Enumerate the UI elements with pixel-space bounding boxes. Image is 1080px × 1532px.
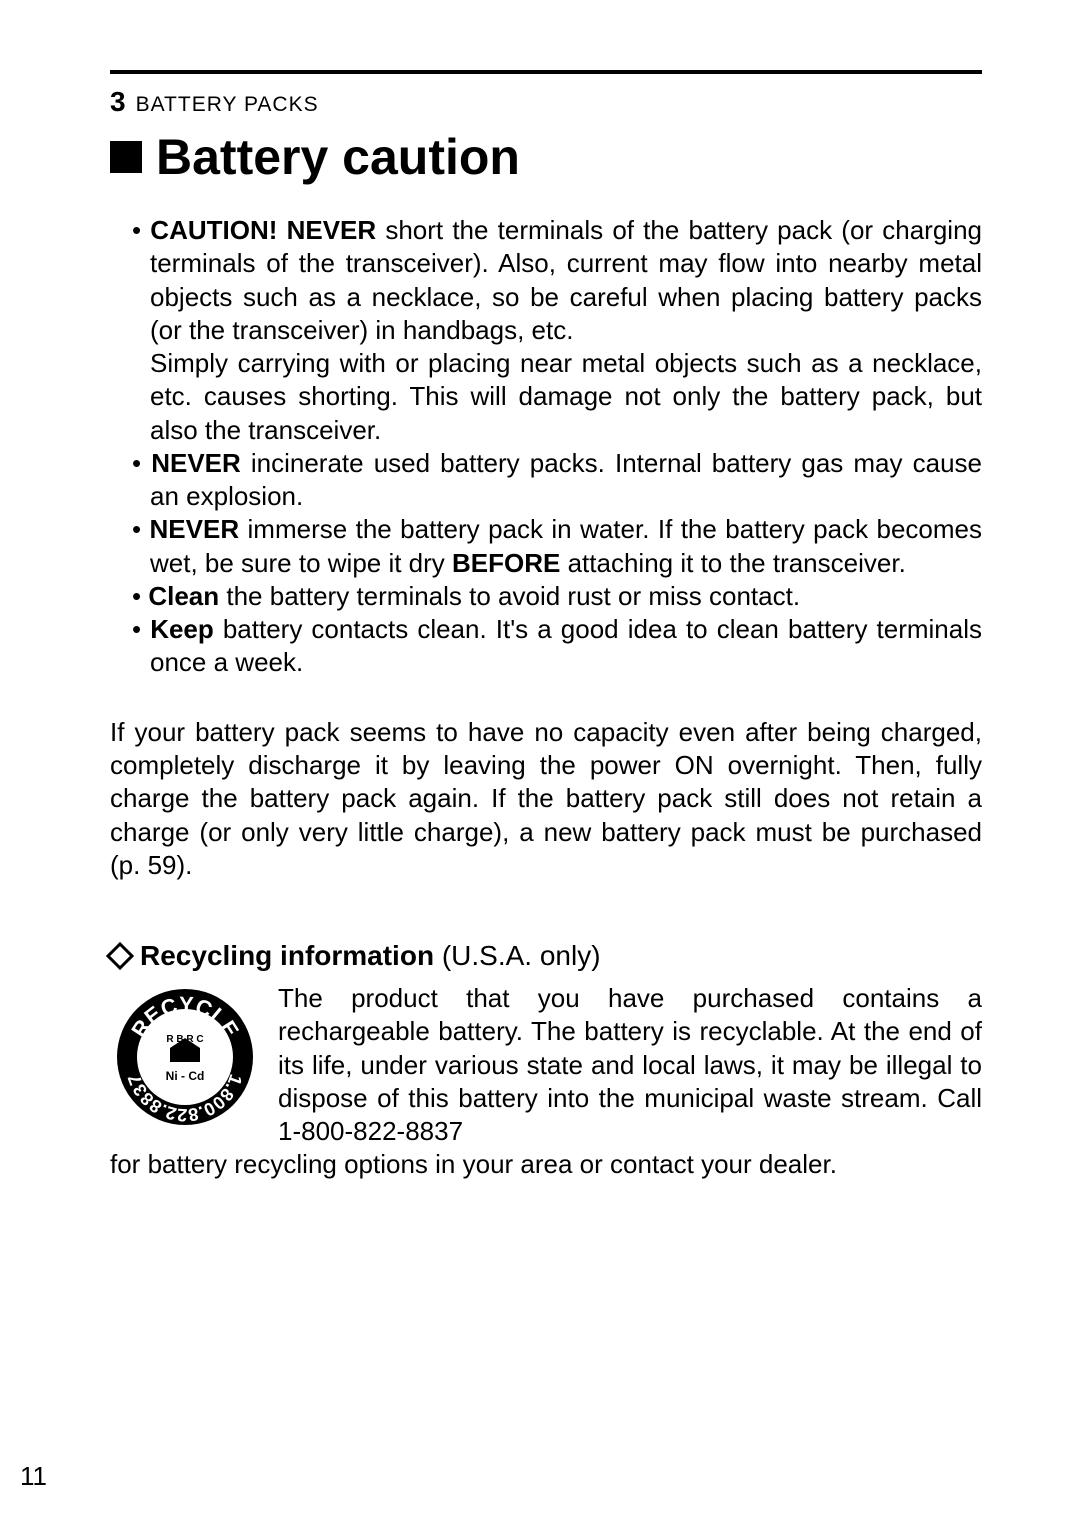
bullet-bold2: BEFORE (452, 548, 560, 578)
subheading-text: Recycling information (U.S.A. only) (140, 940, 601, 972)
subheading-rest: (U.S.A. only) (434, 940, 600, 971)
bullet-text: incinerate used battery packs. Internal … (150, 448, 982, 511)
section-heading: Battery caution (110, 128, 982, 186)
bullet-bold: NEVER (150, 514, 240, 544)
bullet-text: the battery terminals to avoid rust or m… (219, 581, 800, 611)
logo-chem-text: Ni - Cd (166, 1069, 205, 1083)
bullet-text2: attaching it to the transceiver. (560, 548, 905, 578)
bullet-item: Keep battery contacts clean. It's a good… (132, 613, 982, 680)
chapter-line: 3 BATTERY PACKS (110, 86, 982, 118)
bullet-bold: Clean (148, 581, 219, 611)
bullet-item: Clean the battery terminals to avoid rus… (132, 580, 982, 613)
subheading-bold: Recycling information (140, 940, 434, 971)
chapter-title: BATTERY PACKS (136, 93, 319, 117)
bullet-bold: CAUTION! NEVER (150, 215, 376, 245)
bullet-bold: NEVER (151, 448, 241, 478)
bullet-list: CAUTION! NEVER short the terminals of th… (132, 214, 982, 680)
recycle-text-1: The product that you have purchased cont… (278, 982, 982, 1148)
square-bullet-icon (110, 141, 142, 173)
bullet-item: CAUTION! NEVER short the terminals of th… (132, 214, 982, 447)
diamond-icon (106, 942, 134, 970)
top-rule (110, 70, 982, 74)
bullet-item: NEVER immerse the battery pack in water.… (132, 513, 982, 580)
heading-text: Battery caution (156, 128, 520, 186)
recycle-logo-icon: RECYCLE 1.800.822.8837 R B R C Ni - Cd (110, 982, 260, 1137)
recycle-block: RECYCLE 1.800.822.8837 R B R C Ni - Cd T… (110, 982, 982, 1148)
subheading-row: Recycling information (U.S.A. only) (110, 940, 982, 972)
recycle-text-2: for battery recycling options in your ar… (110, 1148, 982, 1181)
bullet-item: NEVER incinerate used battery packs. Int… (132, 447, 982, 514)
bullet-text: battery contacts clean. It's a good idea… (150, 614, 982, 677)
page-number: 11 (20, 1461, 47, 1492)
body-paragraph: If your battery pack seems to have no ca… (110, 716, 982, 882)
chapter-number: 3 (110, 86, 126, 118)
bullet-bold: Keep (150, 614, 214, 644)
bullet-continuation: Simply carrying with or placing near met… (150, 347, 982, 447)
